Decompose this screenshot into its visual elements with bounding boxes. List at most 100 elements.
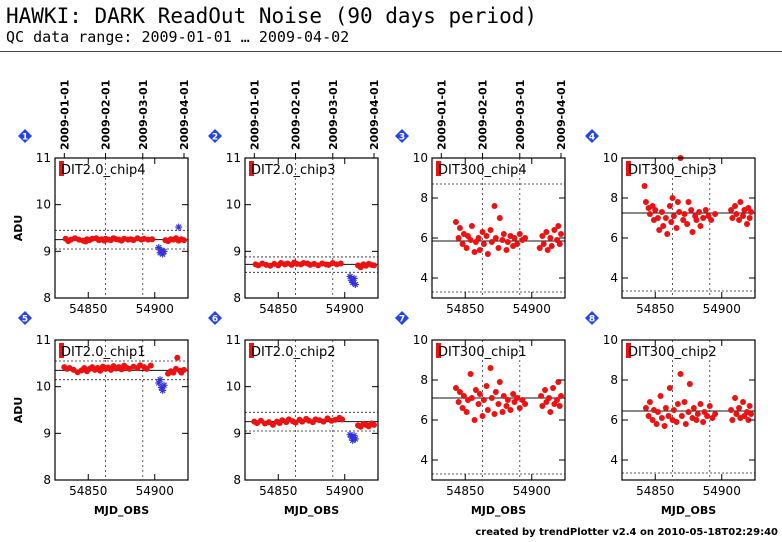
flagged-point [351,435,359,443]
data-point [729,215,736,221]
data-point [460,393,467,399]
panel-1: 8 9 10 11 54850 54900 DIT2.0_chip4 1 ADU 2009-01-… [12,80,191,316]
data-point [511,235,518,241]
y-tick-label: 9 [233,244,241,258]
data-point [646,211,653,217]
panel-4: 4 6 8 10 54850 54900 DIT300_chip3 4 [585,129,756,316]
data-point [536,245,543,251]
y-tick-label: 8 [610,373,618,387]
data-point [463,245,470,251]
data-point [653,421,660,427]
data-point [646,399,653,405]
data-point [147,362,154,369]
data-point [748,209,755,215]
data-point [468,223,475,229]
panel-8: 4 6 8 10 54850 54900 DIT300_chip2 8 MJD_OBS [585,311,756,517]
panel-badge-number: 5 [22,315,28,325]
date-tick-label: 2009-01-01 [435,80,448,150]
y-tick-label: 4 [610,271,618,285]
panel-label: DIT300_chip1 [438,345,527,360]
data-point [658,209,665,215]
data-point [452,385,459,391]
data-point [269,421,276,428]
flagged-point-stroke [175,224,182,230]
flagged-point-stroke [352,281,359,288]
data-point [371,262,378,269]
y-axis-label: ADU [12,397,25,424]
data-point [678,413,685,419]
data-point [704,413,711,419]
data-point [555,223,562,229]
date-tick-label: 2009-02-01 [290,80,303,150]
data-point [174,354,181,361]
data-point [500,393,507,399]
data-point [503,403,510,409]
x-tick-label: 54900 [513,484,551,498]
y-tick-label: 8 [420,373,428,387]
data-point [551,227,558,233]
data-point [712,211,719,217]
data-point [522,401,529,407]
panel-label: DIT2.0_chip3 [251,163,335,178]
flagged-point-stroke [157,376,163,383]
flagged-point-stroke [351,275,357,282]
x-tick-label: 54850 [69,484,107,498]
data-point [558,231,565,237]
data-point [476,247,483,253]
data-point [688,207,695,213]
data-point [516,231,523,237]
data-point [547,409,554,415]
data-point [488,239,495,245]
panel-badge-number: 3 [399,133,405,143]
y-tick-label: 6 [610,231,618,245]
flagged-point [159,386,167,394]
y-tick-label: 11 [226,151,241,165]
data-point [495,245,502,251]
data-point [641,183,648,189]
x-axis-label: MJD_OBS [471,504,526,517]
panel-badge-number: 8 [589,315,595,325]
data-point [685,199,692,205]
data-point [654,215,661,221]
data-point [744,221,751,227]
data-point [649,417,656,423]
data-point [484,407,491,413]
y-tick-label: 4 [420,453,428,467]
data-point [740,399,747,405]
data-point [504,239,511,245]
x-tick-label: 54900 [513,302,551,316]
data-point [556,403,563,409]
date-tick-label: 2009-04-01 [368,80,381,150]
plot-frame [244,339,379,481]
data-point [694,411,701,417]
panel-2: 8 9 10 11 54850 54900 DIT2.0_chip3 2 2009-01-01 2… [208,80,381,316]
date-tick-label: 2009-04-01 [178,80,191,150]
data-point [546,395,553,401]
data-point [484,251,491,257]
data-point [654,409,661,415]
data-point [700,419,707,425]
data-point [732,395,739,401]
date-range-subtitle: QC data range: 2009-01-01 … 2009-04-02 [6,28,350,46]
data-point [674,401,681,407]
panel-badge-icon [18,311,32,325]
date-tick-label: 2009-02-01 [100,80,113,150]
data-point [642,405,649,411]
data-point [681,211,688,217]
data-point [143,365,150,372]
date-tick-label: 2009-04-01 [555,80,568,150]
data-point [491,203,498,209]
data-point [656,227,663,233]
data-point [746,215,753,221]
data-point [499,409,506,415]
data-point [371,421,378,428]
data-point [514,395,521,401]
data-point [487,227,494,233]
y-tick-label: 8 [43,291,51,305]
data-point [696,209,703,215]
y-tick-label: 8 [420,191,428,205]
plot-frame [244,157,379,299]
data-point [733,411,740,417]
data-point [746,403,753,409]
panel-label: DIT2.0_chip4 [61,163,145,178]
